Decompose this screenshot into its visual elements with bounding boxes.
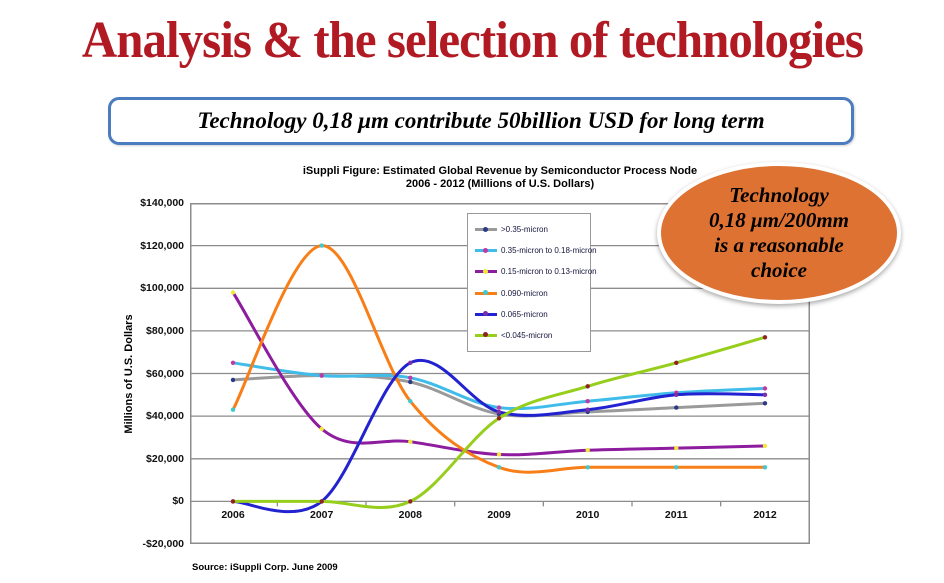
legend-line-swatch <box>475 332 497 338</box>
x-tick-label: 2009 <box>487 509 511 521</box>
page-title-text: Analysis & the selection of technologies <box>81 12 863 69</box>
series-marker-1 <box>230 360 236 365</box>
series-marker-3 <box>762 465 768 470</box>
series-marker-3 <box>319 243 324 248</box>
y-tick-label: $0 <box>172 495 184 508</box>
legend-line-swatch <box>475 247 497 253</box>
y-axis-tick-labels: $140,000 $120,000 $100,000 $80,000 $60,000 $4… <box>96 197 184 550</box>
series-marker-4 <box>674 392 679 397</box>
callout-ellipse: Technology 0,18 μm/200mm is a reasonable… <box>657 162 901 304</box>
legend-item-0: >0.35-micron <box>475 225 588 234</box>
y-tick-label: $100,000 <box>140 282 184 295</box>
series-marker-1 <box>319 373 324 378</box>
y-tick-label: $140,000 <box>140 197 184 209</box>
chart-title: iSuppli Figure: Estimated Global Revenue… <box>190 165 810 191</box>
source-note: Source: iSuppli Corp. June 2009 <box>192 562 338 573</box>
chart-legend: >0.35-micron 0.35-micron to 0.18-micron 0.… <box>467 213 597 352</box>
legend-label: 0.15-micron to 0.13-micron <box>501 267 597 277</box>
series-marker-2 <box>408 439 413 444</box>
series-marker-0 <box>230 377 236 383</box>
series-marker-4 <box>408 360 413 365</box>
series-marker-4 <box>762 392 768 397</box>
series-marker-5 <box>230 499 236 504</box>
series-marker-2 <box>762 443 768 449</box>
legend-marker-dot <box>483 290 488 296</box>
y-tick-label: $60,000 <box>146 367 184 380</box>
series-marker-3 <box>408 399 413 404</box>
legend-marker-dot <box>483 268 488 274</box>
series-marker-4 <box>585 407 590 412</box>
series-line-3 <box>231 244 767 474</box>
y-tick-label: -$20,000 <box>142 538 184 550</box>
legend-item-2: 0.15-micron to 0.13-micron <box>475 267 597 276</box>
legend-item-3: 0.090-micron <box>475 289 588 298</box>
legend-line-swatch <box>475 268 497 274</box>
series-marker-5 <box>674 360 679 365</box>
x-tick-label: 2006 <box>221 509 245 521</box>
series-line-5 <box>231 335 767 509</box>
legend-label: 0.35-micron to 0.18-micron <box>501 246 597 256</box>
legend-label: >0.35-micron <box>501 225 548 235</box>
series-marker-2 <box>319 426 324 432</box>
series-marker-5 <box>585 384 590 389</box>
series-marker-5 <box>408 499 413 504</box>
series-marker-1 <box>408 375 413 380</box>
banner-box: Technology 0,18 μm contribute 50billion … <box>108 97 854 145</box>
legend-label: <0.045-micron <box>501 330 553 340</box>
series-marker-0 <box>674 405 679 410</box>
x-tick-label: 2010 <box>576 509 600 521</box>
legend-marker-dot <box>483 311 488 317</box>
y-tick-label: $120,000 <box>140 239 184 252</box>
legend-item-1: 0.35-micron to 0.18-micron <box>475 246 597 255</box>
page-title: Analysis & the selection of technologies <box>0 10 944 72</box>
plot-frame <box>190 203 810 544</box>
callout-text: Technology 0,18 μm/200mm is a reasonable… <box>708 183 850 282</box>
legend-label: 0.065-micron <box>501 309 548 319</box>
x-axis-tick-labels: 2006 2007 2008 2009 2010 2011 2012 <box>190 509 810 523</box>
legend-line-swatch <box>475 311 497 317</box>
series-marker-2 <box>674 445 679 451</box>
y-tick-label: $40,000 <box>146 410 184 423</box>
series-marker-4 <box>496 409 502 415</box>
series-marker-3 <box>496 465 502 470</box>
x-tick-label: 2008 <box>398 509 422 521</box>
series-marker-5 <box>496 416 502 421</box>
y-tick-label: $20,000 <box>146 452 184 465</box>
series-marker-3 <box>230 407 236 412</box>
x-tick-label: 2011 <box>664 509 688 521</box>
series-line-4 <box>231 358 767 514</box>
series-line-1 <box>231 361 767 411</box>
y-tick-label: $80,000 <box>146 324 184 337</box>
series-marker-2 <box>585 448 590 453</box>
legend-line-swatch <box>475 290 497 296</box>
banner-text: Technology 0,18 μm contribute 50billion … <box>197 108 765 133</box>
x-tick-label: 2012 <box>753 509 777 521</box>
series-marker-0 <box>408 379 413 385</box>
series-marker-1 <box>762 386 768 391</box>
legend-label: 0.090-micron <box>501 288 548 298</box>
legend-marker-dot <box>483 247 488 253</box>
series-marker-1 <box>585 399 590 404</box>
series-marker-5 <box>762 335 768 340</box>
series-marker-3 <box>674 465 679 470</box>
legend-marker-dot <box>483 226 488 232</box>
legend-marker-dot <box>483 332 488 338</box>
legend-line-swatch <box>475 226 497 232</box>
legend-item-5: <0.045-micron <box>475 331 588 340</box>
legend-item-4: 0.065-micron <box>475 310 588 319</box>
chart-title-line1: iSuppli Figure: Estimated Global Revenue… <box>302 165 698 177</box>
series-marker-5 <box>319 499 324 504</box>
x-tick-label: 2007 <box>310 509 334 521</box>
series-marker-1 <box>496 405 502 410</box>
series-marker-0 <box>762 401 768 406</box>
series-marker-2 <box>230 290 236 295</box>
series-marker-2 <box>496 452 502 457</box>
chart-title-line2: 2006 - 2012 (Millions of U.S. Dollars) <box>405 178 595 190</box>
series-marker-3 <box>585 465 590 470</box>
